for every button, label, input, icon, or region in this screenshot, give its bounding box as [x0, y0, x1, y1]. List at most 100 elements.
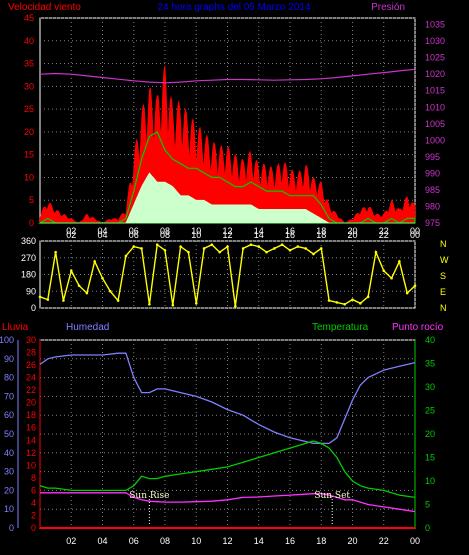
- direction-point: [374, 250, 378, 254]
- y-tick-label: 90: [26, 286, 36, 296]
- x-tick-label: 20: [347, 536, 357, 546]
- x-tick-label: 00: [410, 226, 420, 236]
- y-tick-label: 1000: [425, 135, 445, 145]
- direction-point: [319, 247, 323, 250]
- y-tick-label: 28: [26, 348, 36, 358]
- y-tick-label: 1025: [425, 53, 445, 63]
- y-tick-label: 70: [4, 391, 14, 401]
- x-tick-label: 20: [347, 230, 357, 240]
- x-tick-label: 10: [191, 536, 201, 546]
- y-tick-label: 40: [24, 36, 34, 46]
- temperature-axis-title: Temperatura: [312, 322, 369, 333]
- y-tick-label: 0: [9, 523, 14, 533]
- y-tick-label: 1020: [425, 69, 445, 79]
- annotation-label: Sun Set: [314, 491, 350, 501]
- direction-point: [405, 291, 409, 295]
- direction-point: [187, 250, 190, 254]
- x-tick-label: 00: [410, 230, 420, 240]
- direction-point: [249, 243, 253, 247]
- direction-point: [343, 302, 346, 306]
- direction-point: [296, 245, 300, 248]
- y-tick-label: 30: [4, 467, 14, 477]
- y-tick-label: 35: [425, 359, 435, 369]
- y-tick-label: 26: [26, 360, 36, 370]
- y-tick-label: 45: [24, 13, 34, 23]
- direction-point: [413, 284, 417, 287]
- x-tick-label: 22: [379, 226, 389, 236]
- y-tick-label: 16: [26, 423, 36, 433]
- chart-title: 24 hora graphs del 05 Marzo 2014: [158, 2, 311, 13]
- x-tick-label: 18: [316, 226, 326, 236]
- x-tick-label: 22: [379, 536, 389, 546]
- direction-point: [179, 245, 182, 248]
- direction-point: [359, 302, 362, 305]
- direction-point: [124, 254, 128, 258]
- y-tick-label: 995: [425, 152, 440, 162]
- direction-point: [93, 260, 96, 263]
- compass-label: W: [440, 255, 449, 265]
- y-tick-label: 30: [26, 335, 36, 345]
- direction-point: [148, 302, 151, 306]
- x-tick-label: 16: [285, 226, 295, 236]
- direction-point: [366, 295, 370, 299]
- y-tick-label: 8: [31, 473, 36, 483]
- direction-point: [280, 243, 284, 247]
- x-tick-label: 06: [129, 230, 139, 240]
- x-tick-label: 18: [316, 230, 326, 240]
- y-tick-label: 14: [26, 435, 36, 445]
- y-tick-label: 1030: [425, 36, 445, 46]
- direction-point: [390, 276, 393, 280]
- compass-label: N: [440, 239, 447, 249]
- direction-point: [77, 284, 81, 287]
- direction-point: [312, 252, 315, 256]
- compass-label: N: [440, 303, 447, 313]
- direction-point: [140, 247, 143, 250]
- y-tick-label: 5: [29, 195, 34, 205]
- x-tick-label: 12: [222, 536, 232, 546]
- y-tick-label: 2: [31, 510, 36, 520]
- direction-point: [194, 302, 198, 305]
- direction-point: [234, 304, 237, 308]
- y-tick-label: 30: [24, 81, 34, 91]
- x-tick-label: 10: [191, 230, 201, 240]
- direction-point: [382, 269, 386, 273]
- y-tick-label: 360: [21, 236, 36, 246]
- y-tick-label: 25: [425, 406, 435, 416]
- y-tick-label: 270: [21, 253, 36, 263]
- y-tick-label: 0: [31, 523, 36, 533]
- y-tick-label: 30: [425, 382, 435, 392]
- y-tick-label: 20: [24, 127, 34, 137]
- humidity-axis-title: Humedad: [66, 322, 109, 333]
- x-tick-label: 04: [97, 536, 107, 546]
- y-tick-label: 24: [26, 373, 36, 383]
- direction-point: [304, 247, 307, 250]
- y-tick-label: 10: [4, 504, 14, 514]
- right-axis-title: Presión: [371, 2, 405, 13]
- y-tick-label: 1015: [425, 86, 445, 96]
- x-tick-label: 12: [222, 226, 232, 236]
- direction-point: [202, 247, 206, 250]
- y-tick-label: 990: [425, 168, 440, 178]
- series-layer: [37, 65, 417, 529]
- direction-point: [265, 250, 268, 254]
- y-tick-label: 980: [425, 201, 440, 211]
- x-tick-label: 02: [66, 230, 76, 240]
- direction-point: [398, 260, 401, 263]
- y-tick-label: 985: [425, 185, 440, 195]
- climate-series-0: [39, 352, 416, 445]
- y-tick-label: 50: [4, 429, 14, 439]
- compass-labels: N W S E N: [440, 239, 449, 313]
- direction-point: [46, 298, 50, 301]
- direction-point: [62, 299, 65, 302]
- compass-label: S: [440, 271, 446, 281]
- y-tick-label: 180: [21, 270, 36, 280]
- direction-point: [155, 243, 159, 247]
- x-tick-label: 10: [191, 226, 201, 236]
- y-tick-label: 1035: [425, 20, 445, 30]
- y-tick-label: 1010: [425, 102, 445, 112]
- rain-axis-title: Lluvia: [2, 322, 29, 333]
- direction-point: [218, 250, 221, 254]
- x-tick-label: 20: [347, 226, 357, 236]
- pressure-line: [39, 68, 416, 84]
- x-tick-label: 00: [410, 536, 420, 546]
